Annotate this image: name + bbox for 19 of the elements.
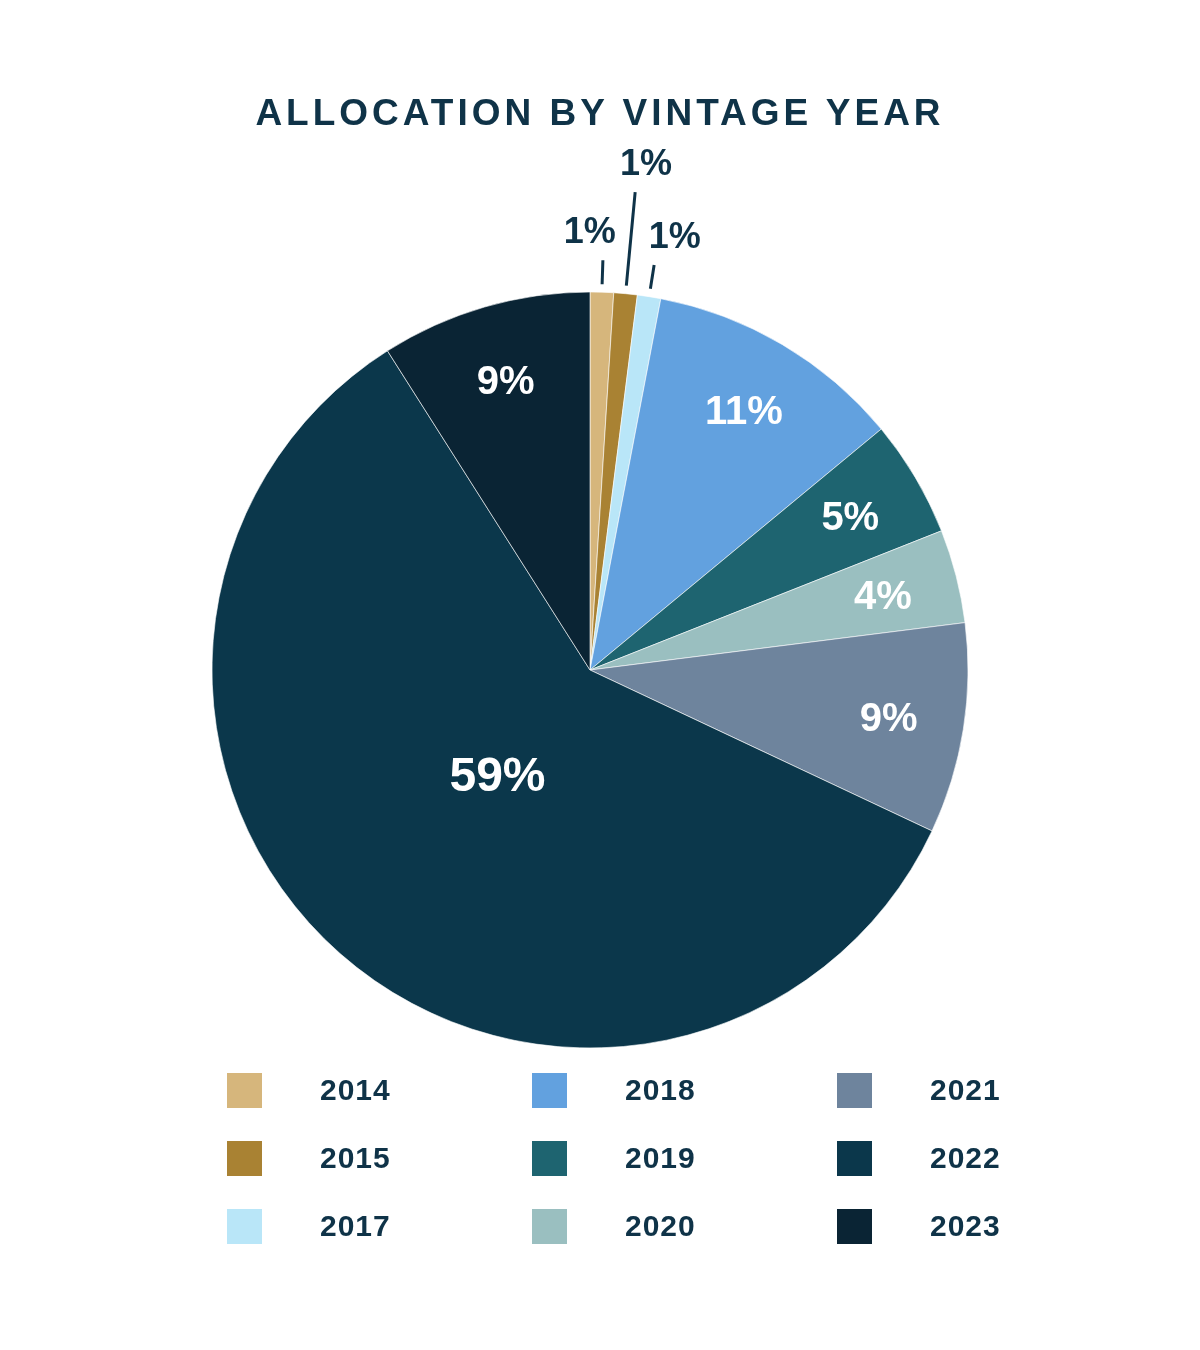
data-label: 9%: [476, 357, 535, 402]
data-label: 1%: [648, 214, 701, 256]
legend-label: 2015: [320, 1141, 391, 1175]
legend-label: 2022: [930, 1141, 1001, 1175]
data-label: 4%: [853, 572, 912, 617]
data-label: 1%: [563, 209, 616, 251]
data-label: 1%: [619, 141, 673, 183]
chart-title: ALLOCATION BY VINTAGE YEAR: [254, 92, 946, 134]
data-label: 59%: [449, 748, 546, 802]
legend-label: 2014: [320, 1073, 391, 1107]
data-label: 5%: [821, 494, 880, 539]
legend-label: 2020: [625, 1209, 696, 1243]
legend-label: 2023: [930, 1209, 1001, 1243]
legend-label: 2021: [930, 1073, 1001, 1107]
data-label: 11%: [705, 387, 783, 432]
data-label: 9%: [859, 695, 918, 740]
legend-label: 2018: [625, 1073, 696, 1107]
legend-label: 2017: [320, 1209, 391, 1243]
legend-label: 2019: [625, 1141, 696, 1175]
